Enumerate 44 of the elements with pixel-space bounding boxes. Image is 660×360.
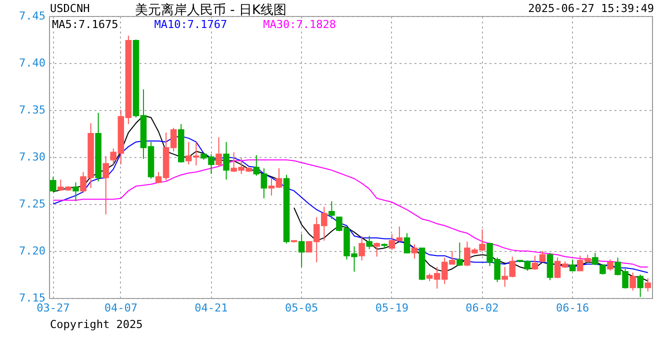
candlestick — [298, 234, 305, 268]
text: Copyright 2025 — [50, 318, 143, 331]
candlestick — [328, 200, 335, 220]
text: USDCNH — [50, 2, 90, 15]
text: 2025-06-27 15:39:49 — [528, 2, 654, 15]
candlestick — [102, 156, 109, 215]
x-tick-label: 06-02 — [466, 302, 499, 314]
y-tick-label: 7.25 — [19, 198, 46, 210]
candlestick — [216, 136, 222, 167]
candlestick — [607, 258, 614, 272]
x-tick-label: 05-05 — [285, 302, 318, 314]
text: MA30:7.1828 — [263, 18, 336, 31]
candlestick — [223, 141, 230, 180]
candlestick — [411, 244, 418, 260]
y-tick-label: 7.40 — [19, 56, 46, 70]
text: MA5:7.1675 — [52, 18, 118, 31]
candlestick — [358, 235, 365, 261]
candlestick — [592, 252, 598, 266]
x-tick-label: 03-27 — [36, 302, 70, 314]
y-tick-label: 7.20 — [19, 244, 46, 258]
candlestick — [600, 264, 606, 275]
candlestick — [630, 272, 636, 291]
candlestick — [569, 258, 576, 272]
x-tick-label: 05-19 — [375, 302, 408, 314]
candlestick — [637, 274, 644, 298]
x-tick-label: 04-07 — [104, 302, 138, 314]
y-tick-label: 7.15 — [19, 292, 46, 304]
y-tick-label: 7.30 — [19, 150, 46, 164]
candlestick — [532, 255, 538, 270]
y-tick-label: 7.45 — [19, 10, 46, 22]
x-tick-label: 04-21 — [194, 302, 228, 314]
candlestick — [404, 232, 410, 254]
x-tick-label: 06-16 — [556, 302, 590, 314]
candlestick — [72, 182, 79, 202]
candlestick — [50, 176, 56, 192]
candlestick — [456, 242, 463, 267]
candlestick — [644, 278, 651, 292]
candlestick — [366, 235, 372, 250]
text: MA10:7.1767 — [154, 18, 228, 31]
y-tick-label: 7.35 — [19, 104, 46, 116]
candlestick — [546, 252, 554, 281]
chart-title: 美元离岸人民币 - 日K线图 — [135, 2, 286, 19]
candlestick — [539, 250, 546, 263]
candlestick — [374, 242, 380, 258]
